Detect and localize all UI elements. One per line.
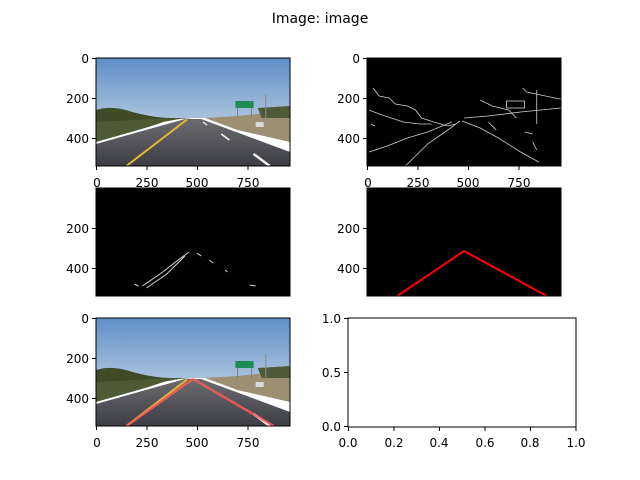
overlay-image xyxy=(96,318,290,426)
x-tick-label: 500 xyxy=(186,176,209,190)
x-tick-label: 0.0 xyxy=(338,436,357,450)
panel-masked-edges: 200 400 xyxy=(66,187,291,297)
x-tick-label: 0.8 xyxy=(520,436,539,450)
overlay-lane-line-right xyxy=(192,377,275,426)
x-tick-label: 0.2 xyxy=(384,436,403,450)
panel-empty-axes: 0.0 0.2 0.4 0.6 0.8 1.0 0.0 0.5 1.0 xyxy=(322,312,586,450)
y-axis-ticks: 0 200 400 xyxy=(66,312,96,406)
y-tick-label: 0 xyxy=(81,312,89,326)
y-axis-ticks: 0.0 0.5 1.0 xyxy=(322,312,348,434)
y-axis-ticks: 0 200 400 xyxy=(66,52,96,146)
x-tick-label: 500 xyxy=(457,176,480,190)
y-axis-ticks: 0 200 400 xyxy=(337,52,367,146)
x-tick-label: 250 xyxy=(136,436,159,450)
x-axis-ticks: 0 250 500 750 xyxy=(364,166,530,190)
masked-edges-image xyxy=(96,188,290,296)
x-axis-ticks: 0 250 500 750 xyxy=(93,426,259,450)
x-tick-label: 250 xyxy=(136,176,159,190)
x-tick-label: 0 xyxy=(93,436,101,450)
x-tick-label: 1.0 xyxy=(566,436,585,450)
x-tick-label: 0 xyxy=(93,176,101,190)
x-tick-label: 0 xyxy=(364,176,372,190)
y-tick-label: 200 xyxy=(66,222,89,236)
axes-frame xyxy=(366,187,562,297)
y-tick-label: 200 xyxy=(337,92,360,106)
y-tick-label: 400 xyxy=(337,262,360,276)
x-tick-label: 750 xyxy=(237,176,260,190)
panel-original: 0 250 500 750 0 200 400 xyxy=(66,52,291,190)
axes-frame xyxy=(95,187,291,297)
x-tick-label: 500 xyxy=(186,436,209,450)
x-axis-ticks: 0.0 0.2 0.4 0.6 0.8 1.0 xyxy=(338,427,586,450)
y-axis-ticks: 200 400 xyxy=(337,222,367,276)
y-tick-label: 200 xyxy=(66,352,89,366)
axes-frame xyxy=(366,57,562,167)
y-tick-label: 0.5 xyxy=(322,366,341,380)
panel-overlay: 0 250 500 750 0 200 400 xyxy=(66,312,291,450)
lane-lines-image xyxy=(367,188,561,296)
figure-suptitle: Image: image xyxy=(272,11,369,27)
y-tick-label: 400 xyxy=(66,392,89,406)
original-road-image xyxy=(96,58,290,166)
x-tick-label: 750 xyxy=(508,176,531,190)
x-tick-label: 0.4 xyxy=(429,436,448,450)
lane-line-right xyxy=(463,250,548,296)
y-tick-label: 400 xyxy=(66,262,89,276)
x-axis-ticks: 0 250 500 750 xyxy=(93,166,259,190)
y-tick-label: 0.0 xyxy=(322,420,341,434)
panel-lane-lines: 200 400 xyxy=(337,187,562,297)
y-tick-label: 400 xyxy=(337,132,360,146)
axes-frame xyxy=(95,57,291,167)
lane-line-left xyxy=(396,250,465,296)
y-tick-label: 0 xyxy=(81,52,89,66)
edges-image xyxy=(367,58,561,166)
y-tick-label: 1.0 xyxy=(322,312,341,326)
panel-edges: 0 250 500 750 0 200 400 xyxy=(337,52,562,190)
x-tick-label: 750 xyxy=(237,436,260,450)
x-tick-label: 0.6 xyxy=(475,436,494,450)
axes-frame xyxy=(95,317,291,427)
y-tick-label: 200 xyxy=(66,92,89,106)
y-tick-label: 400 xyxy=(66,132,89,146)
y-tick-label: 200 xyxy=(337,222,360,236)
x-tick-label: 250 xyxy=(407,176,430,190)
overlay-lane-line-left xyxy=(125,378,194,426)
y-axis-ticks: 200 400 xyxy=(66,222,96,276)
axes-frame xyxy=(347,317,577,428)
y-tick-label: 0 xyxy=(352,52,360,66)
